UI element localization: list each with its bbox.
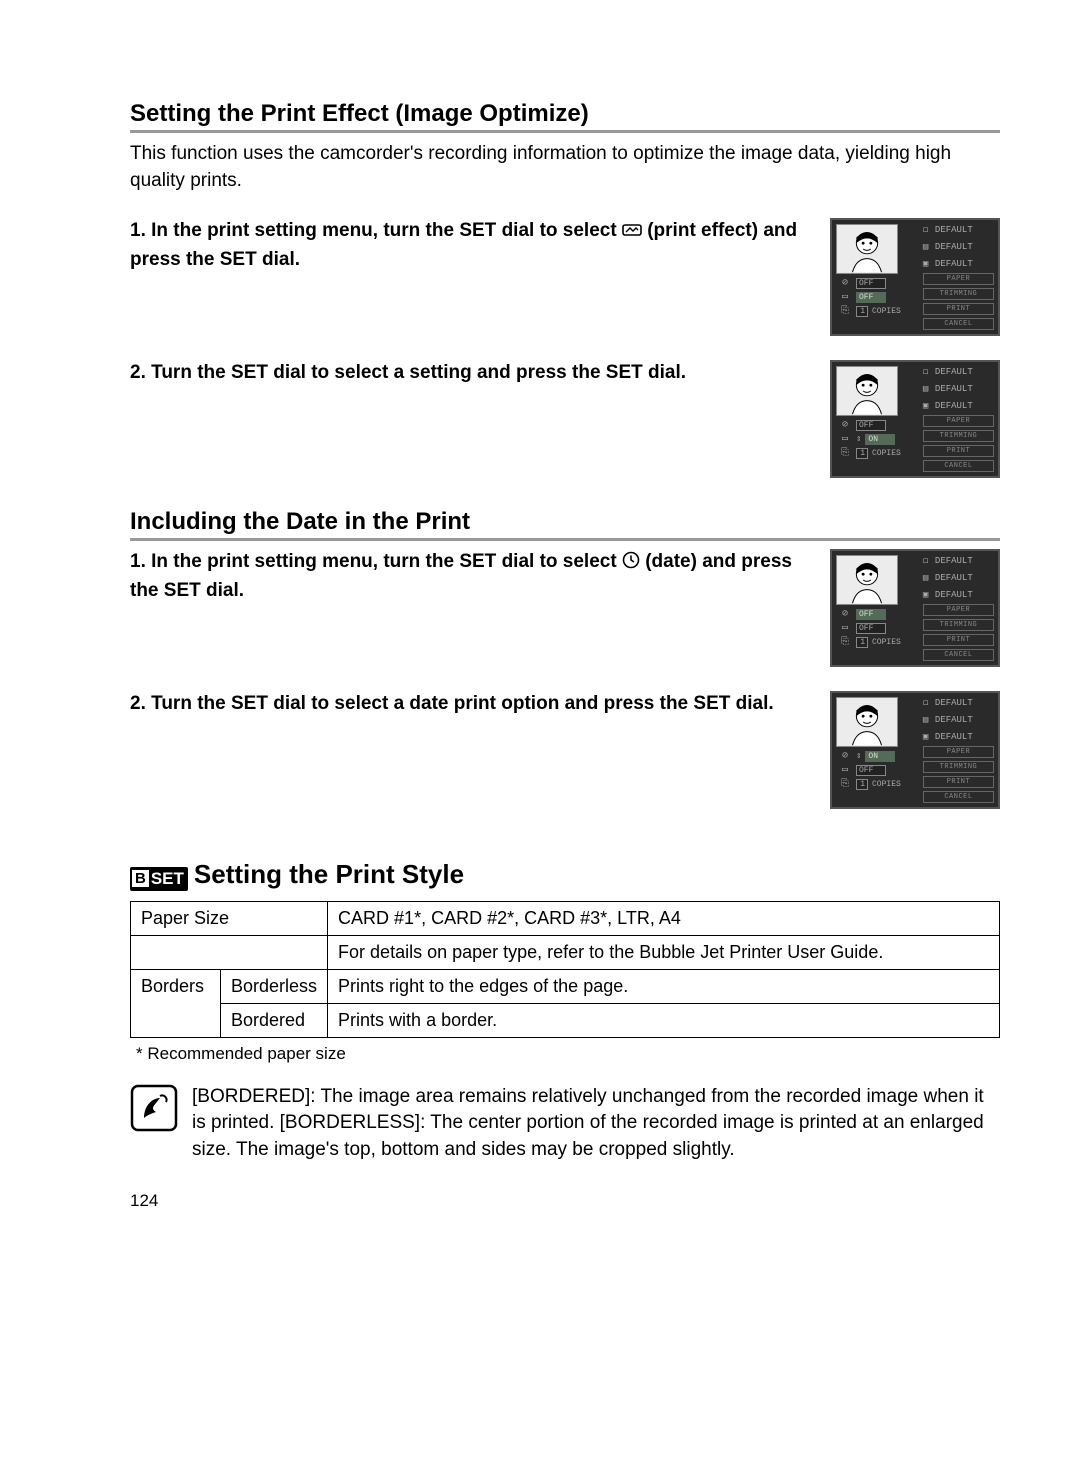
step-1-date: 1. In the print setting menu, turn the S… [130, 549, 818, 604]
table-row: Paper Size CARD #1*, CARD #2*, CARD #3*,… [131, 901, 1000, 935]
lcd-screen-1: ⊘OFF▭OFF⎘1COPIES◻DEFAULT▤DEFAULT▣DEFAULT… [830, 218, 1000, 336]
lcd-screen-3: ⊘OFF▭OFF⎘1COPIES◻DEFAULT▤DEFAULT▣DEFAULT… [830, 549, 1000, 667]
step-2-date: 2. Turn the SET dial to select a date pr… [130, 691, 818, 718]
print-effect-icon [622, 220, 642, 247]
step-2-print-effect: 2. Turn the SET dial to select a setting… [130, 360, 818, 387]
page-number: 124 [130, 1191, 1000, 1211]
table-row: For details on paper type, refer to the … [131, 935, 1000, 969]
clock-date-icon [622, 551, 640, 578]
lcd-screen-2: ⊘OFF▭⇕ON⎘1COPIES◻DEFAULT▤DEFAULT▣DEFAULT… [830, 360, 1000, 478]
info-note-icon [130, 1084, 178, 1132]
lcd-screen-4: ⊘⇕ON▭OFF⎘1COPIES◻DEFAULT▤DEFAULT▣DEFAULT… [830, 691, 1000, 809]
note-text: [BORDERED]: The image area remains relat… [192, 1084, 1000, 1164]
table-row: Borders Borderless Prints right to the e… [131, 969, 1000, 1003]
heading-print-style: BSETSetting the Print Style [130, 859, 1000, 891]
step-1-print-effect: 1. In the print setting menu, turn the S… [130, 218, 818, 273]
print-style-table: Paper Size CARD #1*, CARD #2*, CARD #3*,… [130, 901, 1000, 1038]
footnote: * Recommended paper size [136, 1044, 1000, 1064]
heading-date-in-print: Including the Date in the Print [130, 508, 1000, 541]
heading-print-effect: Setting the Print Effect (Image Optimize… [130, 100, 1000, 133]
table-row: Bordered Prints with a border. [131, 1003, 1000, 1037]
intro-print-effect: This function uses the camcorder's recor… [130, 141, 1000, 194]
set-badge-icon: BSET [130, 867, 188, 891]
